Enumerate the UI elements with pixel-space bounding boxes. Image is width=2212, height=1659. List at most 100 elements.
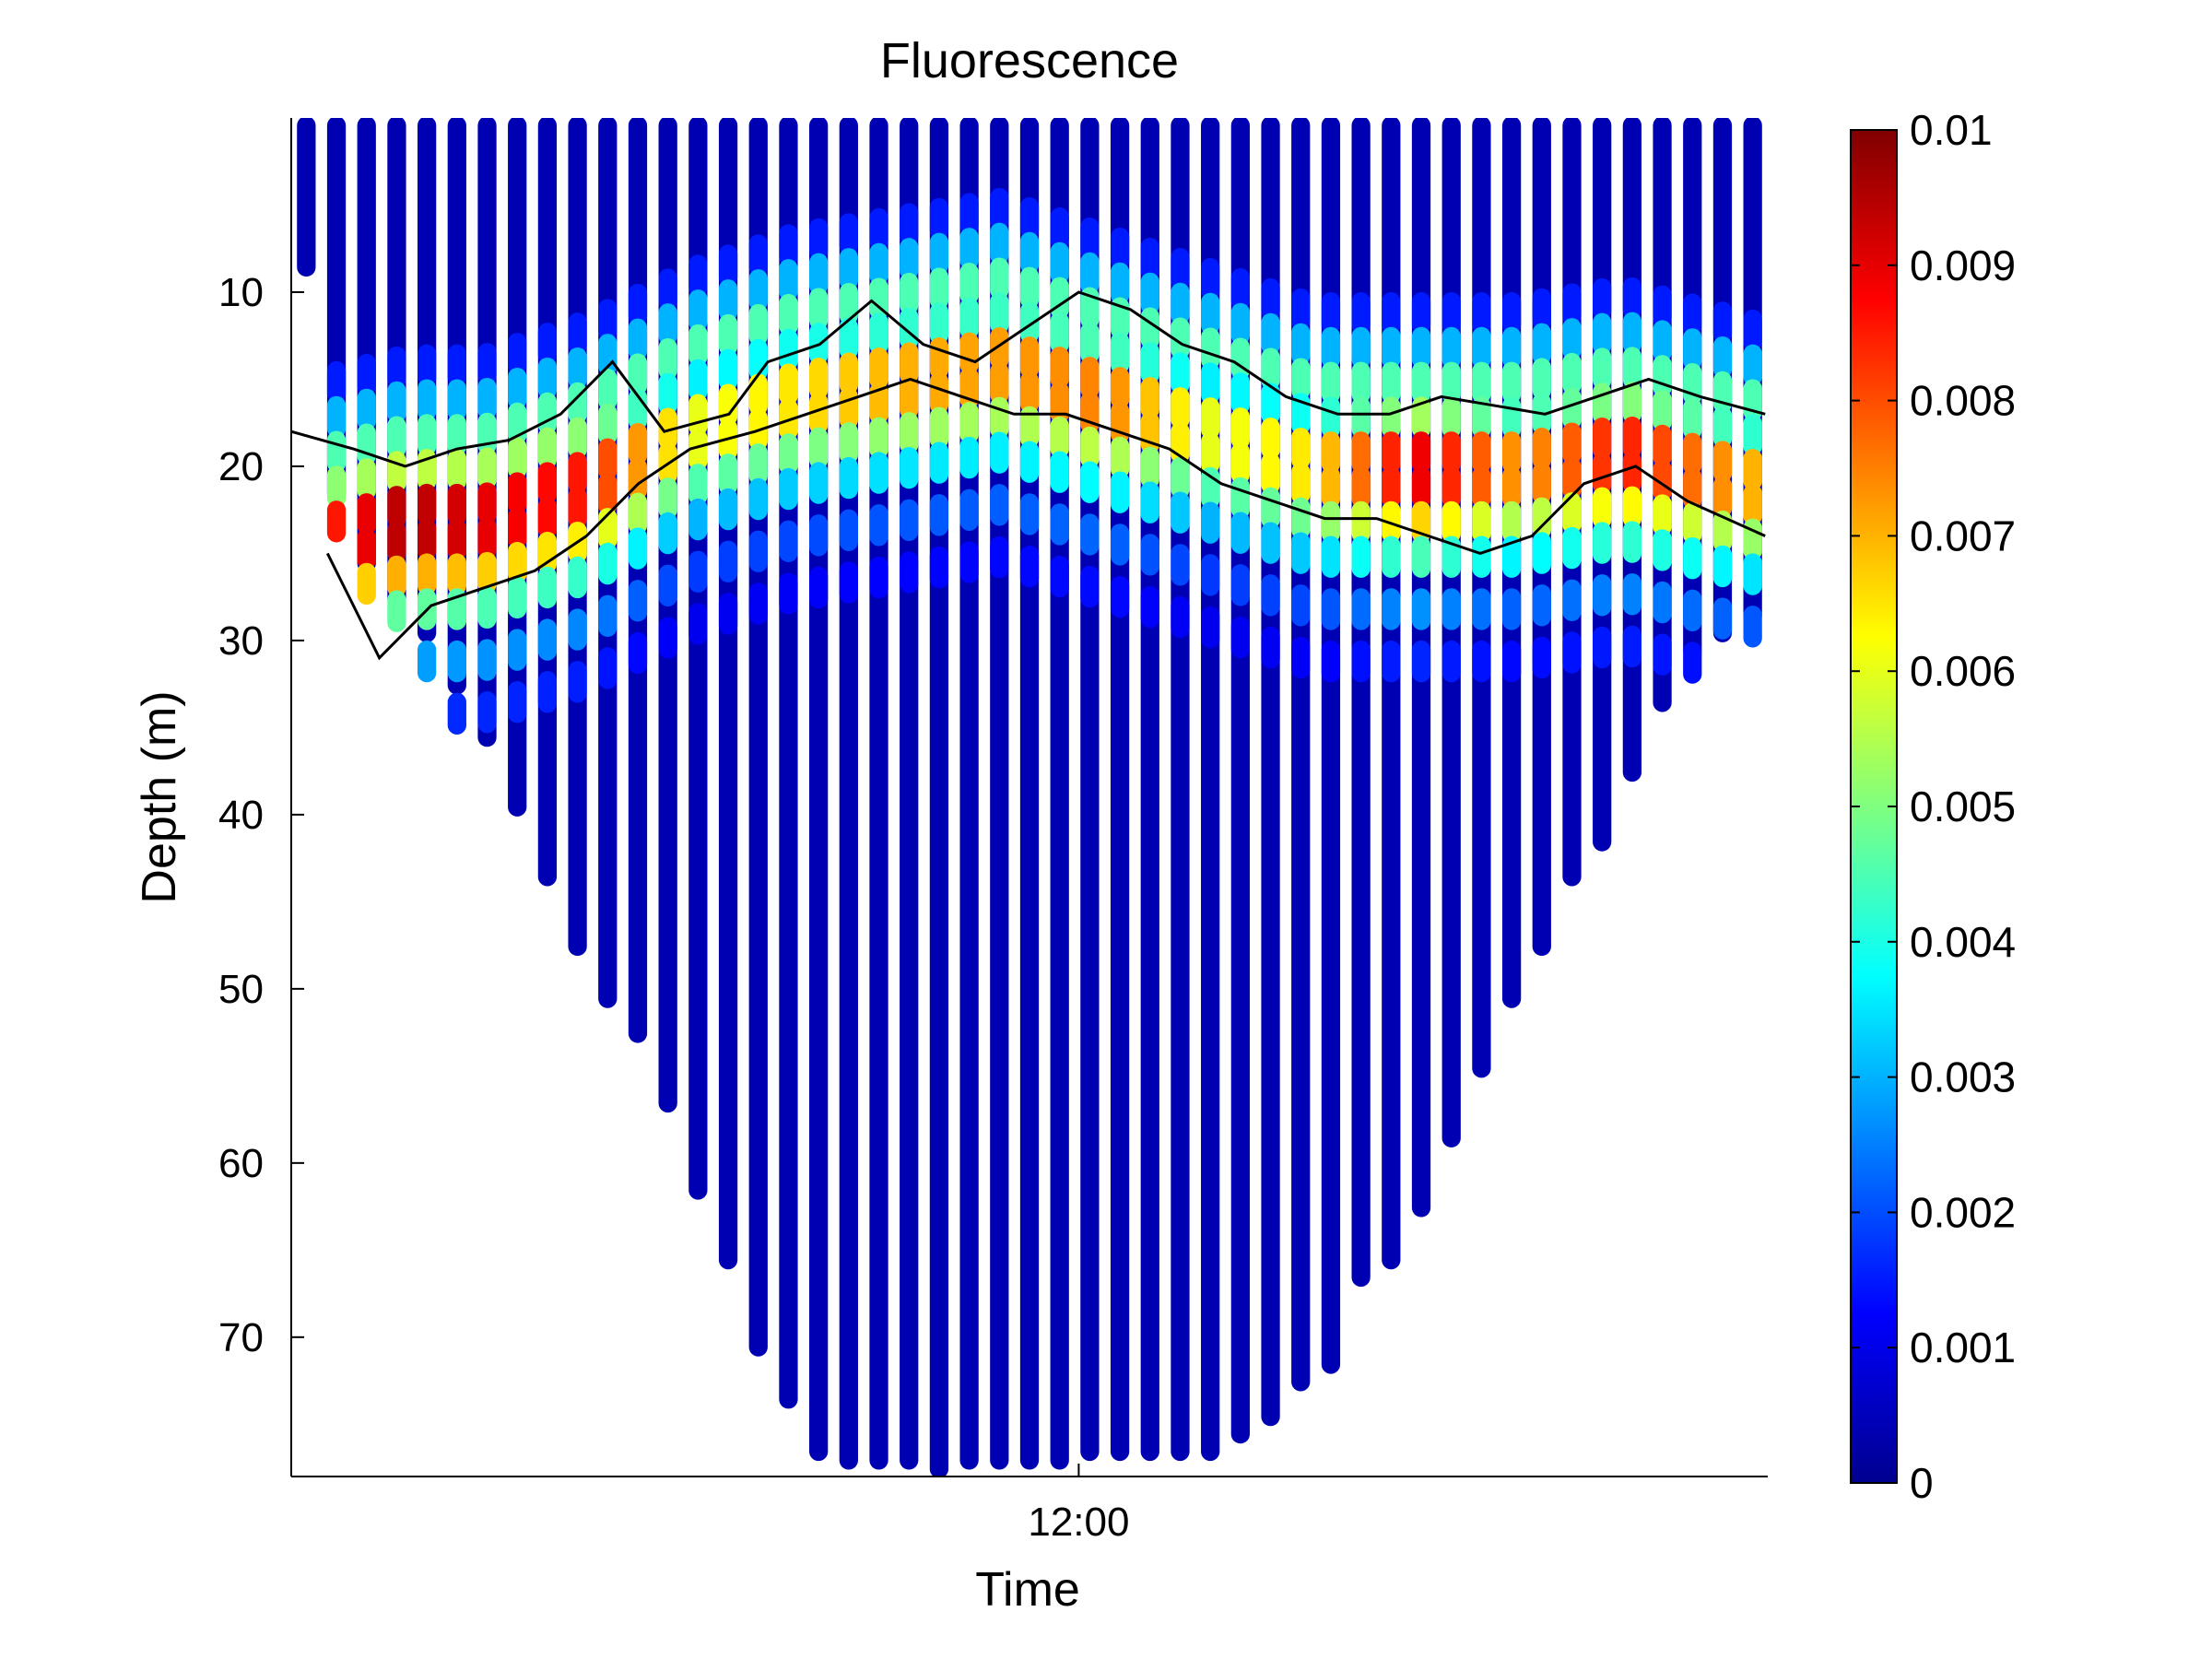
layer-segment — [839, 282, 858, 325]
layer-segment — [417, 483, 437, 526]
layer-segment — [839, 248, 858, 290]
y-tick-label: 30 — [218, 618, 264, 664]
layer-segment — [1321, 640, 1341, 683]
layer-segment — [1622, 521, 1642, 563]
layer-segment — [477, 482, 497, 524]
layer-segment — [1411, 326, 1431, 370]
layer-segment — [1683, 293, 1702, 335]
layer-segment — [688, 603, 708, 645]
layer-segment — [869, 207, 888, 251]
layer-segment — [357, 353, 376, 396]
layer-segment — [658, 372, 677, 416]
layer-segment — [1080, 322, 1100, 364]
layer-segment — [568, 347, 587, 390]
layer-segment — [869, 504, 888, 547]
layer-segment — [598, 594, 618, 637]
layer-segment — [387, 381, 406, 424]
layer-segment — [809, 462, 829, 504]
layer-segment — [900, 238, 919, 280]
layer-segment — [1110, 471, 1130, 513]
layer-segment — [1683, 502, 1702, 545]
layer-segment — [748, 530, 768, 572]
colorbar-tick-label: 0.005 — [1910, 782, 2016, 830]
layer-segment — [1110, 332, 1130, 374]
layer-segment — [809, 358, 829, 400]
layer-segment — [628, 318, 648, 360]
layer-segment — [1201, 257, 1220, 300]
layer-segment — [326, 395, 347, 439]
profile-column — [1441, 118, 1461, 1147]
layer-segment — [598, 403, 618, 446]
layer-segment — [839, 422, 858, 465]
layer-segment — [1653, 581, 1672, 624]
layer-segment — [869, 417, 888, 459]
layer-segment — [959, 297, 979, 340]
layer-segment — [779, 293, 798, 336]
colorbar-ticks: 0 0.001 0.002 0.003 0.004 0.005 0.006 0.007 0.00… — [1851, 106, 2016, 1507]
layer-segment — [1050, 503, 1069, 546]
layer-segment — [990, 361, 1009, 405]
layer-segment — [1171, 595, 1190, 639]
layer-segment — [1230, 302, 1250, 346]
layer-segment — [1019, 196, 1040, 240]
layer-segment — [508, 333, 527, 375]
layer-segment — [1683, 589, 1702, 632]
layer-segment — [598, 473, 618, 515]
layer-segment — [598, 647, 618, 689]
layer-segment — [1321, 326, 1341, 370]
layer-segment — [1411, 291, 1431, 335]
layer-segment — [1411, 640, 1431, 683]
x-axis-label: Time — [975, 1563, 1080, 1617]
layer-segment — [1441, 431, 1461, 474]
layer-segment — [718, 313, 738, 357]
layer-segment — [1683, 397, 1702, 441]
layer-segment — [568, 661, 587, 703]
layer-segment — [1472, 291, 1491, 335]
layer-segment — [537, 531, 558, 574]
y-tick-label: 50 — [218, 967, 264, 1012]
layer-segment — [959, 436, 979, 479]
layer-segment — [1593, 574, 1612, 617]
colorbar-tick-label: 0.008 — [1910, 377, 2016, 425]
layer-segment — [628, 492, 648, 535]
layer-segment — [1351, 431, 1371, 474]
layer-segment — [1472, 465, 1491, 509]
layer-segment — [1201, 397, 1220, 440]
layer-segment — [1201, 501, 1220, 544]
layer-segment — [929, 302, 949, 345]
layer-segment — [718, 244, 738, 287]
layer-segment — [1532, 532, 1551, 574]
layer-segment — [1441, 361, 1461, 404]
layer-segment — [990, 431, 1009, 474]
layer-segment — [447, 449, 466, 491]
layer-segment — [1110, 436, 1130, 479]
layer-segment — [1351, 588, 1371, 630]
layer-segment — [1653, 529, 1672, 571]
layer-segment — [1110, 575, 1130, 618]
layer-segment — [1080, 357, 1100, 399]
layer-segment — [1593, 347, 1612, 390]
colorbar-tick-label: 0.007 — [1910, 512, 2016, 559]
layer-segment — [900, 446, 919, 489]
layer-segment — [1622, 486, 1642, 528]
layer-segment — [1140, 237, 1159, 280]
layer-segment — [1622, 573, 1642, 616]
layer-segment — [1050, 416, 1069, 459]
layer-segment — [357, 493, 376, 535]
layer-segment — [1019, 266, 1040, 309]
layer-segment — [1532, 462, 1551, 505]
layer-segment — [1743, 606, 1762, 648]
layer-segment — [1261, 382, 1280, 425]
layer-segment — [1653, 459, 1672, 501]
layer-segment — [628, 388, 648, 430]
layer-segment — [900, 342, 919, 384]
layer-segment — [1472, 640, 1491, 683]
colorbar-tick-label: 0.01 — [1910, 106, 1993, 154]
layer-segment — [1201, 362, 1220, 405]
colorbar-tick-label: 0 — [1910, 1459, 1934, 1507]
layer-segment — [417, 379, 437, 421]
layer-segment — [1472, 535, 1491, 578]
layer-segment — [900, 551, 919, 594]
layer-segment — [1532, 428, 1551, 470]
layer-segment — [1140, 446, 1159, 489]
